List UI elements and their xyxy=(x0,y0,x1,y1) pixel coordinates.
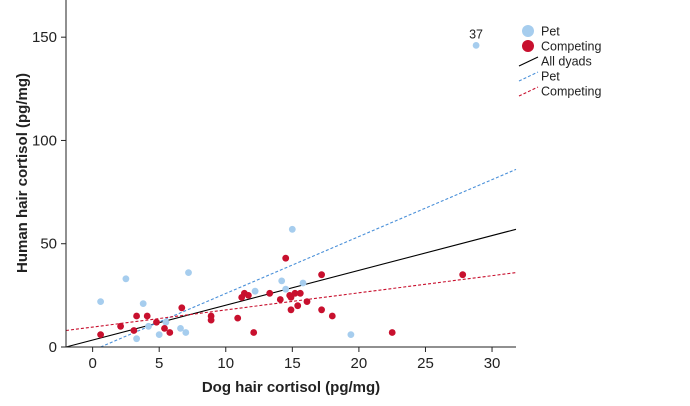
data-point-competing xyxy=(328,312,336,320)
data-point-competing xyxy=(388,329,396,336)
y-tick-label: 0 xyxy=(49,339,57,356)
data-point-competing xyxy=(133,312,141,320)
x-tick-label: 0 xyxy=(88,355,96,372)
data-point-competing xyxy=(296,289,304,297)
x-tick-label: 20 xyxy=(351,355,368,372)
data-point-pet xyxy=(139,300,147,307)
data-point-pet xyxy=(472,42,480,49)
ticks: 0 5 10 15 20 25 30 0 50 100 150 xyxy=(32,29,500,372)
data-point-competing xyxy=(117,322,124,330)
data-point-pet xyxy=(299,279,307,287)
data-point-pet xyxy=(278,277,286,285)
x-tick-label: 25 xyxy=(417,355,434,372)
x-tick-label: 5 xyxy=(155,355,163,372)
data-point-pet xyxy=(282,285,290,293)
data-point-competing xyxy=(153,318,160,326)
x-axis-title: Dog hair cortisol (pg/mg) xyxy=(202,379,380,396)
data-point-competing xyxy=(303,298,311,305)
data-point-pet xyxy=(177,325,184,332)
data-point-competing xyxy=(245,292,252,299)
data-point-pet xyxy=(122,275,130,283)
data-point-pet xyxy=(133,335,141,343)
y-tick-label: 100 xyxy=(32,132,57,149)
axes xyxy=(65,0,516,348)
y-axis-title: Human hair cortisol (pg/mg) xyxy=(14,73,31,273)
data-point-competing xyxy=(130,327,138,334)
data-point-competing xyxy=(459,271,467,279)
data-point-competing xyxy=(266,289,274,297)
x-tick-label: 15 xyxy=(284,355,301,372)
data-point-pet xyxy=(155,331,163,338)
y-tick-label: 150 xyxy=(32,29,57,46)
data-point-pet xyxy=(288,225,296,233)
x-tick-label: 30 xyxy=(484,355,501,372)
data-point-competing xyxy=(97,331,104,338)
data-point-competing xyxy=(276,296,284,303)
data-point-competing xyxy=(291,289,299,297)
data-point-pet xyxy=(162,318,170,326)
data-point-competing xyxy=(207,316,215,324)
legend-marker-pet xyxy=(522,25,534,37)
y-tick-label: 50 xyxy=(40,236,57,253)
legend-label-competing: Competing xyxy=(541,40,601,54)
data-point-competing xyxy=(143,312,151,320)
data-point-competing xyxy=(234,314,242,322)
outlier-label: 37 xyxy=(469,27,483,41)
data-point-pet xyxy=(97,298,104,305)
data-point-competing xyxy=(161,325,168,332)
data-point-competing xyxy=(287,306,295,314)
legend-label-pet: Pet xyxy=(541,25,560,39)
data-point-pet xyxy=(347,331,355,338)
data-point-competing xyxy=(318,271,325,279)
data-point-pet xyxy=(182,329,190,336)
data-point-competing xyxy=(250,329,258,336)
data-point-pet xyxy=(251,287,259,295)
legend-label-all-dyads: All dyads xyxy=(541,55,592,69)
legend-line-pet xyxy=(518,71,539,82)
data-point-competing xyxy=(282,254,290,262)
x-tick-label: 10 xyxy=(217,355,234,372)
legend-label-competing: Competing xyxy=(541,85,601,99)
data-point-competing xyxy=(294,302,302,310)
annotations: 37 xyxy=(469,27,483,41)
legend-line-all-dyads xyxy=(518,56,539,67)
fit-lines xyxy=(65,168,517,348)
legend-marker-competing xyxy=(522,40,534,52)
legend-line-competing xyxy=(518,86,539,97)
fit-line-pet xyxy=(100,168,517,348)
data-point-competing xyxy=(318,306,325,314)
data-point-pet xyxy=(145,322,152,330)
fit-line-competing xyxy=(65,272,517,332)
data-points xyxy=(97,42,480,343)
fit-line-all-dyads xyxy=(65,228,517,348)
legend-label-pet: Pet xyxy=(541,70,560,84)
data-point-competing xyxy=(166,329,174,336)
data-point-pet xyxy=(185,269,192,276)
data-point-competing xyxy=(178,304,186,312)
